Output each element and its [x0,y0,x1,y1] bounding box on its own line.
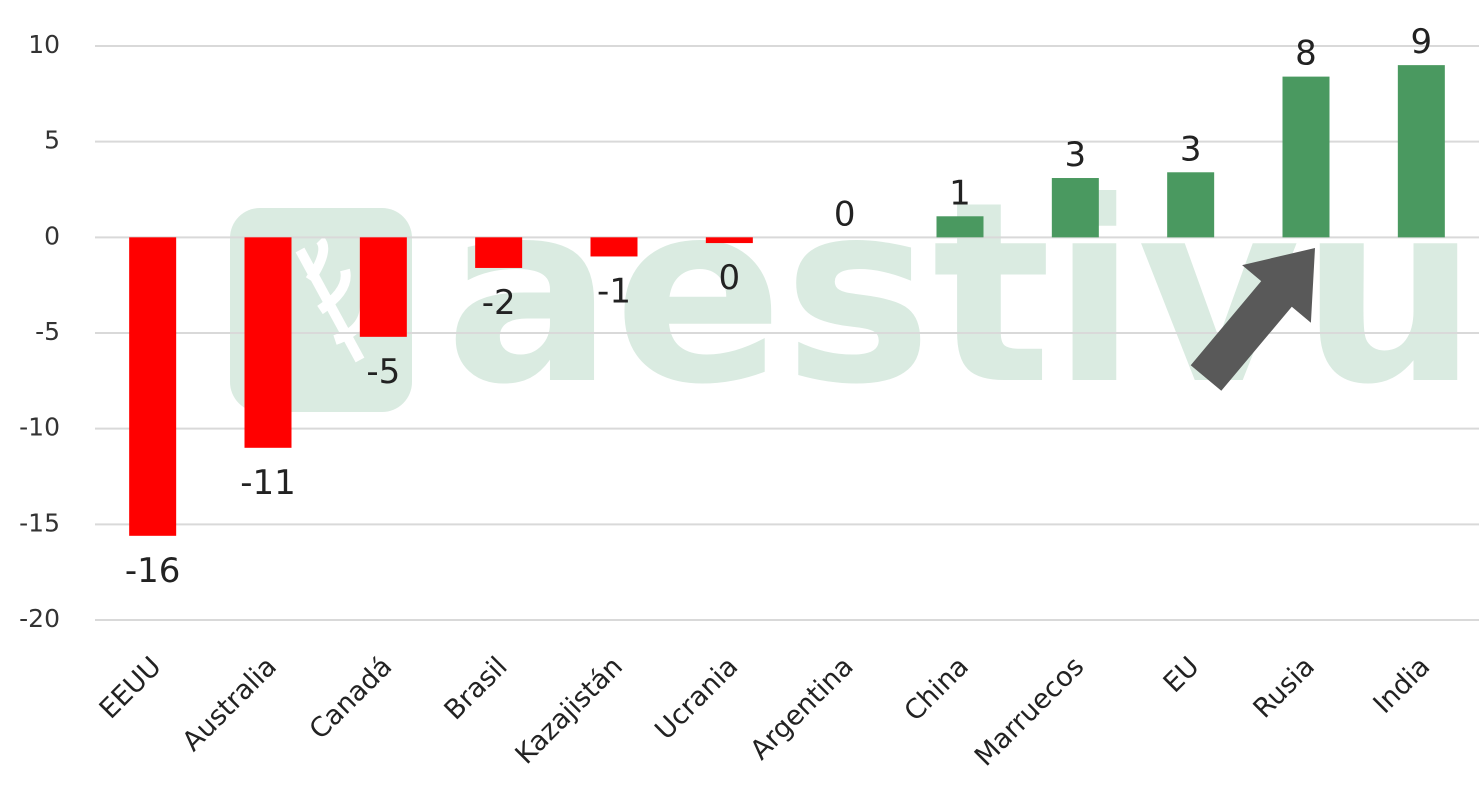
y-tick-label: 10 [28,30,60,59]
bar [1167,172,1215,238]
data-label: 1 [949,173,971,213]
bar [475,237,523,268]
data-label: -11 [240,463,296,503]
bar [1282,76,1330,238]
x-tick-label: EEUU [94,651,168,725]
bar [1051,178,1099,238]
data-label: 0 [719,258,741,298]
data-label: -2 [482,283,516,323]
data-label: -5 [366,352,400,392]
x-tick-label: Kazajistán [510,651,629,770]
x-tick-label: China [898,651,974,727]
x-tick-label: Ucrania [649,651,744,746]
bar [244,237,292,448]
x-tick-label: India [1368,651,1437,720]
x-tick-label: Argentina [745,651,860,766]
bar [129,237,177,536]
y-tick-label: -20 [19,604,60,633]
bar [1397,65,1445,238]
y-tick-label: -5 [35,317,60,346]
y-tick-label: 0 [44,221,60,250]
bar [359,237,407,337]
data-label: 0 [834,194,856,234]
data-label: 3 [1065,135,1087,175]
arrow [1190,248,1315,391]
data-label: 9 [1411,22,1433,62]
data-label: -16 [125,551,181,591]
x-tick-label: Marruecos [969,651,1090,772]
y-tick-label: 5 [44,126,60,155]
y-tick-label: -10 [19,413,60,442]
x-tick-label: Canadá [304,651,399,746]
data-label: 3 [1180,129,1202,169]
bar [705,237,753,244]
data-label: -1 [597,271,631,311]
x-tick-label: EU [1158,651,1206,699]
bar [590,237,638,257]
bar [936,216,984,238]
data-label: 8 [1295,34,1317,74]
x-tick-label: Brasil [438,651,513,726]
y-tick-label: -15 [19,508,60,537]
x-tick-label: Rusia [1248,651,1321,724]
x-tick-label: Australia [177,651,283,757]
watermark-leaf [295,236,370,363]
